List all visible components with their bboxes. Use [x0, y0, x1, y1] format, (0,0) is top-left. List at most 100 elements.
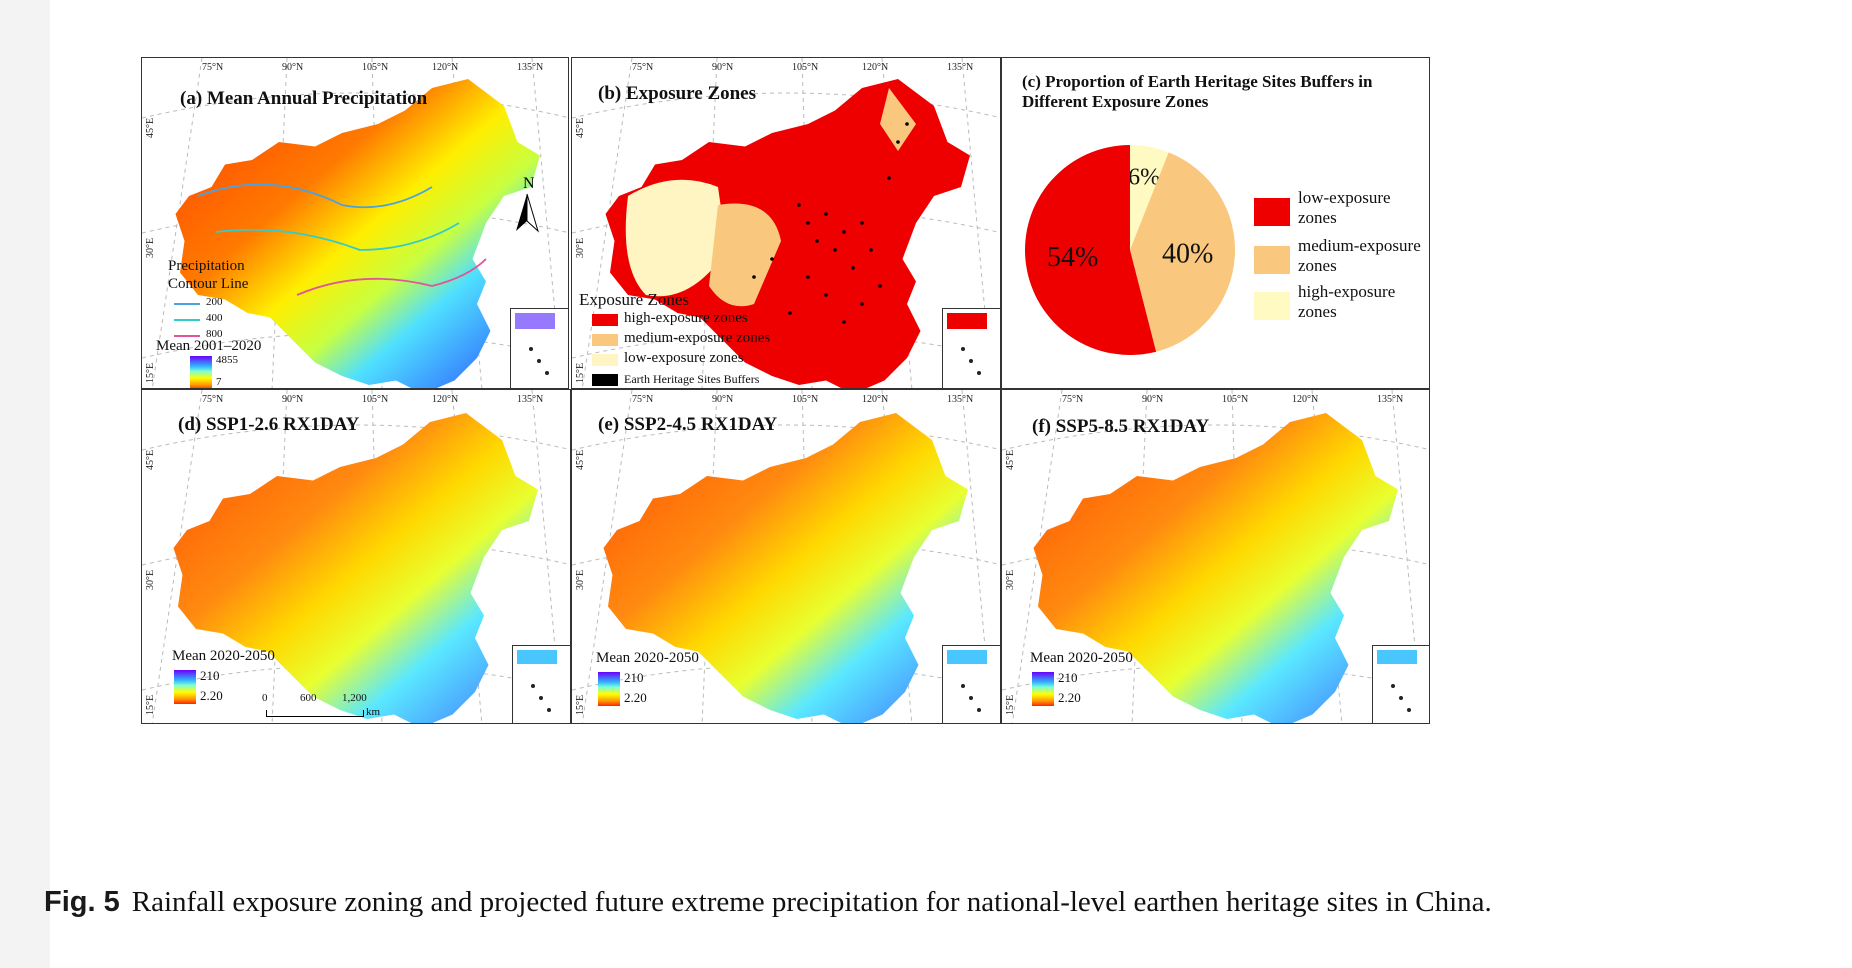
panel-f-ssp585: 75°N 90°N 105°N 120°N 135°N 45°E 30°E 15… [1001, 389, 1430, 724]
south-china-sea-inset [510, 308, 568, 388]
contour-800-label: 800 [206, 328, 223, 340]
contour-200-line [174, 303, 200, 305]
lon-tick: 90°N [282, 394, 304, 405]
lon-tick: 75°N [202, 62, 224, 73]
figure-caption: Fig. 5 Rainfall exposure zoning and proje… [44, 886, 1492, 919]
high-exposure-swatch [1254, 292, 1290, 320]
north-label: N [523, 176, 535, 192]
high-exposure-swatch [592, 314, 618, 326]
scale-unit: km [366, 706, 381, 718]
lat-tick: 15°E [575, 362, 586, 383]
mean-period-label: Mean 2020-2050 [1030, 650, 1133, 666]
lat-tick: 45°E [1005, 449, 1016, 470]
graticule [142, 58, 568, 388]
lon-tick: 135°N [517, 62, 544, 73]
colorbar-min: 2.20 [200, 688, 223, 703]
medium-exposure-legend-label: medium-exposure zones [1298, 236, 1421, 275]
mean-period-label: Mean 2001–2020 [156, 338, 262, 354]
lon-tick: 90°N [712, 62, 734, 73]
contour-legend-title: Contour Line [168, 276, 249, 292]
lon-tick: 120°N [862, 62, 889, 73]
panel-f-title: (f) SSP5-8.5 RX1DAY [1032, 416, 1210, 437]
lat-tick: 30°E [145, 569, 156, 590]
lon-tick: 90°N [282, 62, 304, 73]
rx1day-colorbar [174, 670, 196, 704]
rx1day-colorbar [1032, 672, 1054, 706]
graticule [572, 58, 1000, 388]
china-rx1day-map [603, 413, 968, 723]
pie-slice-label: 54% [1047, 242, 1098, 273]
lat-tick: 15°E [145, 362, 156, 383]
caption-text: Rainfall exposure zoning and projected f… [131, 886, 1492, 918]
colorbar-min: 7 [216, 376, 222, 388]
lat-tick: 30°E [575, 237, 586, 258]
low-exposure-swatch [592, 354, 618, 366]
pie-slice [1130, 152, 1235, 352]
lon-tick: 135°N [947, 62, 974, 73]
mean-period-label: Mean 2020-2050 [596, 650, 699, 666]
figure-5: 75°N 90°N 105°N 120°N 135°N 45°E 30°E 15… [141, 57, 1700, 864]
low-exposure-swatch [1254, 198, 1290, 226]
pie-slice-label: 40% [1162, 239, 1213, 270]
heritage-buffer-label: Earth Heritage Sites Buffers [624, 372, 760, 386]
lat-tick: 45°E [575, 449, 586, 470]
low-exposure-legend-label: low-exposure zones [1298, 188, 1391, 227]
precip-colorbar [190, 356, 212, 388]
lon-tick: 135°N [517, 394, 544, 405]
lon-tick: 120°N [1292, 394, 1319, 405]
south-china-sea-inset [942, 308, 1000, 388]
panel-c-title-line2: Different Exposure Zones [1022, 92, 1209, 111]
south-china-sea-inset [942, 645, 1000, 723]
south-china-sea-inset [512, 645, 570, 723]
scale-tick: 600 [300, 692, 317, 704]
colorbar-max: 4855 [216, 354, 238, 366]
contour-400-label: 400 [206, 312, 223, 324]
figure-number: Fig. 5 [44, 886, 120, 918]
contour-800-line [174, 335, 200, 337]
lon-tick: 105°N [362, 394, 389, 405]
contour-200-label: 200 [206, 296, 223, 308]
lon-tick: 90°N [1142, 394, 1164, 405]
lat-tick: 15°E [1005, 694, 1016, 715]
lat-tick: 45°E [145, 449, 156, 470]
lon-tick: 120°N [432, 394, 459, 405]
lon-tick: 135°N [1377, 394, 1404, 405]
south-china-sea-inset [1372, 645, 1429, 723]
panel-b-title: (b) Exposure Zones [598, 83, 757, 104]
pie-slice-label: 6% [1128, 165, 1160, 191]
scale-bar: 0 600 1,200 km [262, 692, 402, 722]
low-exposure-label: low-exposure zones [624, 350, 744, 366]
panel-e-ssp245: 75°N 90°N 105°N 120°N 135°N 45°E 30°E 15… [571, 389, 1001, 724]
lat-tick: 30°E [145, 237, 156, 258]
medium-exposure-label: medium-exposure zones [624, 330, 771, 346]
lat-tick: 45°E [145, 117, 156, 138]
page-margin-strip [0, 0, 50, 968]
lon-tick: 75°N [632, 62, 654, 73]
colorbar-min: 2.20 [1058, 690, 1081, 705]
lon-tick: 105°N [792, 62, 819, 73]
lat-tick: 30°E [575, 569, 586, 590]
lat-tick: 15°E [575, 694, 586, 715]
lon-tick: 105°N [792, 394, 819, 405]
lon-tick: 120°N [432, 62, 459, 73]
medium-exposure-swatch [1254, 246, 1290, 274]
lat-tick: 30°E [1005, 569, 1016, 590]
contour-legend-title: Precipitation [168, 258, 245, 274]
rx1day-colorbar [598, 672, 620, 706]
panel-c-title: (c) Proportion of Earth Heritage Sites B… [1022, 72, 1422, 112]
panel-a-title: (a) Mean Annual Precipitation [180, 88, 428, 109]
colorbar-max: 210 [200, 668, 220, 683]
lon-tick: 90°N [712, 394, 734, 405]
lon-tick: 75°N [1062, 394, 1084, 405]
panel-c-title-line1: (c) Proportion of Earth Heritage Sites B… [1022, 72, 1373, 91]
colorbar-max: 210 [624, 670, 644, 685]
china-rx1day-map [173, 413, 538, 723]
lon-tick: 120°N [862, 394, 889, 405]
medium-exposure-swatch [592, 334, 618, 346]
lon-tick: 105°N [362, 62, 389, 73]
lat-tick: 15°E [145, 694, 156, 715]
colorbar-min: 2.20 [624, 690, 647, 705]
lon-tick: 135°N [947, 394, 974, 405]
contour-400-line [174, 319, 200, 321]
scale-tick: 0 [262, 692, 268, 704]
